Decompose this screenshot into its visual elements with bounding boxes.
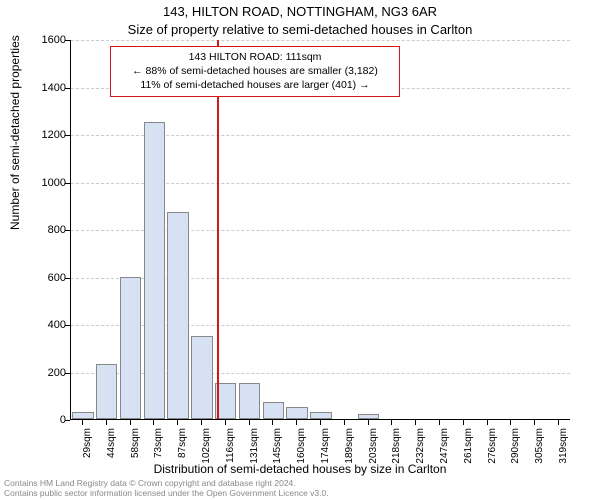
x-tick-label: 174sqm (320, 428, 331, 478)
x-tick (272, 420, 273, 425)
x-tick (534, 420, 535, 425)
x-tick (296, 420, 297, 425)
x-tick (391, 420, 392, 425)
x-tick-label: 160sqm (296, 428, 307, 478)
x-tick (201, 420, 202, 425)
x-tick-label: 218sqm (391, 428, 402, 478)
x-tick-label: 131sqm (249, 428, 260, 478)
x-tick (153, 420, 154, 425)
y-tick-label: 1600 (26, 34, 66, 46)
y-tick-label: 1200 (26, 129, 66, 141)
reference-line (217, 40, 219, 419)
x-tick-label: 58sqm (130, 428, 141, 478)
page-title-address: 143, HILTON ROAD, NOTTINGHAM, NG3 6AR (0, 4, 600, 19)
info-box: 143 HILTON ROAD: 111sqm← 88% of semi-det… (110, 46, 400, 97)
infobox-line2: ← 88% of semi-detached houses are smalle… (117, 64, 393, 78)
x-tick (106, 420, 107, 425)
y-tick-label: 0 (26, 414, 66, 426)
histogram-bar (263, 402, 284, 419)
x-tick-label: 87sqm (177, 428, 188, 478)
histogram-bar (144, 122, 165, 419)
footer-line2: Contains public sector information licen… (4, 488, 329, 498)
x-tick-label: 189sqm (344, 428, 355, 478)
y-tick-label: 200 (26, 367, 66, 379)
y-tick-label: 1000 (26, 177, 66, 189)
x-tick (130, 420, 131, 425)
x-tick (82, 420, 83, 425)
y-tick-label: 400 (26, 319, 66, 331)
x-tick-label: 232sqm (415, 428, 426, 478)
x-tick (415, 420, 416, 425)
gridline (71, 40, 570, 41)
x-tick (463, 420, 464, 425)
histogram-bar (120, 277, 141, 420)
y-tick-label: 1400 (26, 82, 66, 94)
x-tick-label: 203sqm (368, 428, 379, 478)
y-tick-label: 800 (26, 224, 66, 236)
x-tick (558, 420, 559, 425)
x-tick (249, 420, 250, 425)
infobox-line1: 143 HILTON ROAD: 111sqm (117, 50, 393, 64)
x-tick (320, 420, 321, 425)
x-tick (439, 420, 440, 425)
histogram-bar (72, 412, 93, 419)
y-tick-label: 600 (26, 272, 66, 284)
x-tick (177, 420, 178, 425)
x-tick-label: 305sqm (534, 428, 545, 478)
x-tick-label: 29sqm (82, 428, 93, 478)
y-axis-label: Number of semi-detached properties (8, 35, 22, 230)
footer-attribution: Contains HM Land Registry data © Crown c… (4, 479, 596, 498)
histogram-bar (239, 383, 260, 419)
x-tick-label: 44sqm (106, 428, 117, 478)
x-tick-label: 73sqm (153, 428, 164, 478)
x-tick (368, 420, 369, 425)
infobox-line3: 11% of semi-detached houses are larger (… (117, 78, 393, 92)
histogram-bar (167, 212, 188, 419)
histogram-bar (310, 412, 331, 419)
histogram-bar (286, 407, 307, 419)
histogram-bar (191, 336, 212, 419)
histogram-plot (70, 40, 570, 420)
x-tick (344, 420, 345, 425)
histogram-bar (358, 414, 379, 419)
x-tick (225, 420, 226, 425)
x-tick-label: 102sqm (201, 428, 212, 478)
x-tick (510, 420, 511, 425)
page-title-desc: Size of property relative to semi-detach… (0, 22, 600, 37)
x-tick-label: 145sqm (272, 428, 283, 478)
x-tick-label: 319sqm (558, 428, 569, 478)
x-tick-label: 247sqm (439, 428, 450, 478)
x-tick-label: 276sqm (487, 428, 498, 478)
histogram-bar (96, 364, 117, 419)
x-tick (487, 420, 488, 425)
x-tick-label: 116sqm (225, 428, 236, 478)
x-tick-label: 261sqm (463, 428, 474, 478)
x-tick-label: 290sqm (510, 428, 521, 478)
